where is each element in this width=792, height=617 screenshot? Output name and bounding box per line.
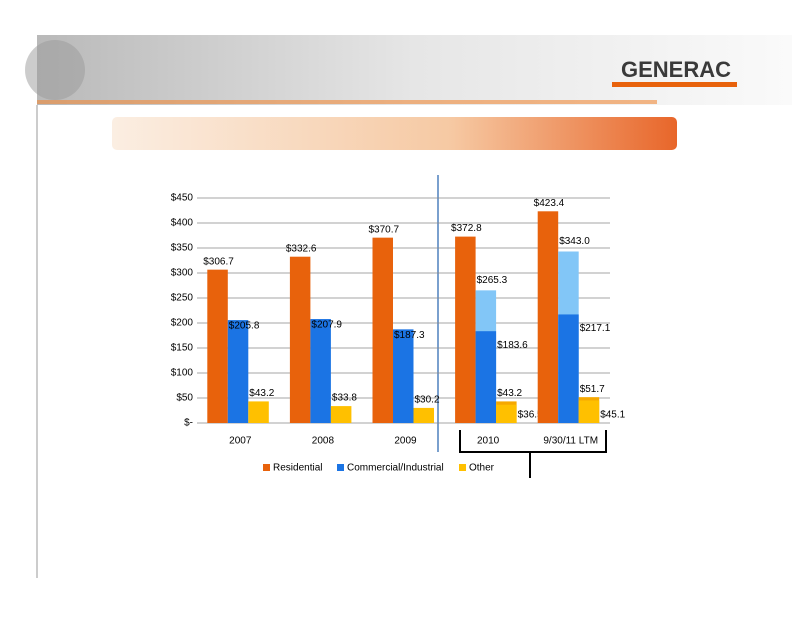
header-band xyxy=(37,35,792,105)
legend-swatch xyxy=(263,464,270,471)
y-tick-label: $250 xyxy=(171,293,194,304)
header-image xyxy=(25,40,85,100)
y-tick-label: $350 xyxy=(171,243,194,254)
value-label: $265.3 xyxy=(477,275,508,286)
legend-label: Commercial/Industrial xyxy=(347,463,444,474)
value-label: $370.7 xyxy=(368,224,399,235)
legend-label: Other xyxy=(469,463,495,474)
bar-inner xyxy=(475,331,497,423)
bar xyxy=(393,329,414,423)
value-label: $33.8 xyxy=(332,393,357,404)
y-tick-label: $- xyxy=(184,418,193,429)
x-tick-label: 2010 xyxy=(477,436,500,447)
value-label: $423.4 xyxy=(534,198,565,209)
y-tick-label: $400 xyxy=(171,218,194,229)
y-tick-label: $50 xyxy=(176,393,193,404)
value-label: $187.3 xyxy=(394,330,425,341)
value-label: $205.8 xyxy=(229,321,260,332)
bar-inner xyxy=(496,404,517,423)
value-label: $207.9 xyxy=(311,320,342,331)
bar xyxy=(455,236,476,423)
value-label: $343.0 xyxy=(559,236,590,247)
y-tick-label: $450 xyxy=(171,193,194,204)
header-stripe xyxy=(37,100,657,104)
x-tick-label: 2009 xyxy=(394,436,417,447)
y-tick-label: $300 xyxy=(171,268,194,279)
inner-value-label: $217.1 xyxy=(580,323,611,334)
legend-label: Residential xyxy=(273,463,322,474)
y-tick-label: $150 xyxy=(171,343,194,354)
title-banner xyxy=(112,117,677,150)
value-label: $30.2 xyxy=(415,395,440,406)
y-tick-label: $100 xyxy=(171,368,194,379)
logo-underline xyxy=(612,82,737,87)
bar xyxy=(372,237,393,423)
x-tick-label: 9/30/11 LTM xyxy=(543,436,598,447)
inner-value-label: $183.6 xyxy=(497,340,528,351)
legend: Residential Commercial/Industrial Other xyxy=(263,463,495,474)
legend-swatch xyxy=(459,464,466,471)
bar xyxy=(330,406,352,423)
bar-inner xyxy=(578,400,600,423)
inner-value-label: $36.5 xyxy=(518,410,543,421)
bar xyxy=(537,211,559,423)
value-label: $306.7 xyxy=(203,256,234,267)
value-label: $43.2 xyxy=(497,388,522,399)
value-label: $332.6 xyxy=(286,243,317,254)
logo: GENERAC xyxy=(621,57,731,82)
bar xyxy=(207,269,228,423)
bar xyxy=(289,256,311,423)
bar xyxy=(248,401,269,423)
bar-inner xyxy=(558,314,579,423)
y-tick-label: $200 xyxy=(171,318,194,329)
value-label: $51.7 xyxy=(580,384,605,395)
value-label: $43.2 xyxy=(249,388,274,399)
x-tick-label: 2007 xyxy=(229,436,252,447)
bar xyxy=(227,320,249,423)
legend-swatch xyxy=(337,464,344,471)
inner-value-label: $45.1 xyxy=(600,410,625,421)
value-label: $372.8 xyxy=(451,223,482,234)
bracket xyxy=(459,430,607,453)
bar xyxy=(310,319,331,423)
bar xyxy=(413,407,434,423)
x-tick-label: 2008 xyxy=(312,436,335,447)
